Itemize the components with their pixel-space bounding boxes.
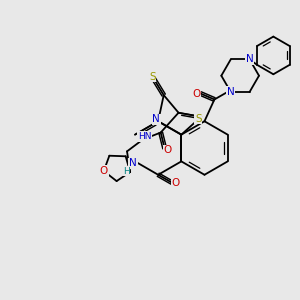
Text: S: S xyxy=(149,71,156,82)
Text: N: N xyxy=(227,87,235,97)
Text: O: O xyxy=(164,146,172,155)
Text: H: H xyxy=(123,167,130,176)
Text: N: N xyxy=(246,54,254,64)
Text: O: O xyxy=(100,166,108,176)
Text: N: N xyxy=(129,158,137,168)
Text: O: O xyxy=(192,88,201,98)
Text: O: O xyxy=(172,178,180,188)
Text: S: S xyxy=(195,114,202,124)
Text: HN: HN xyxy=(138,132,152,141)
Text: N: N xyxy=(152,114,160,124)
